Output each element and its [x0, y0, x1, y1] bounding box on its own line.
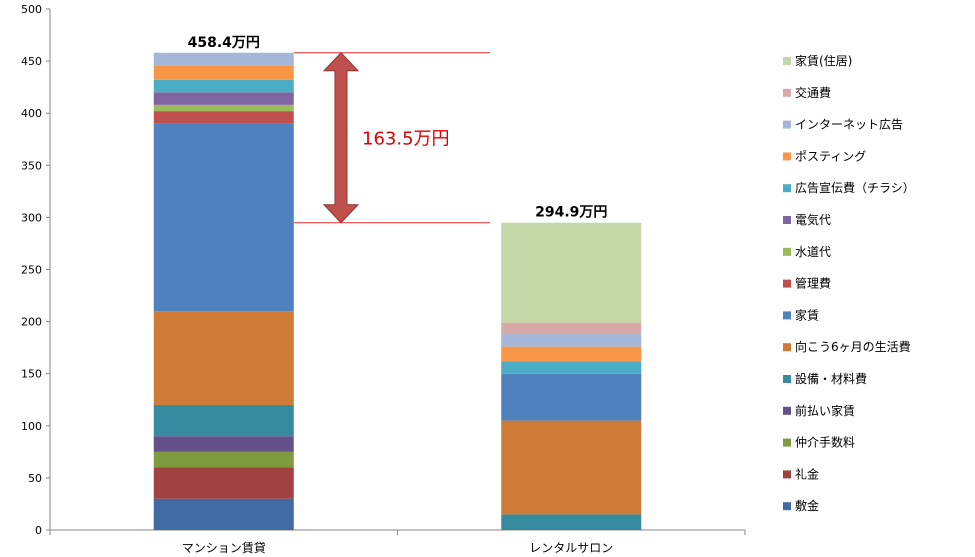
legend-label: 設備・材料費 — [795, 371, 867, 386]
bar-total-label: 294.9万円 — [535, 205, 607, 221]
bar-segment — [501, 222, 642, 323]
bar-segment — [153, 404, 294, 437]
bar-segment — [501, 322, 642, 335]
bars — [153, 52, 642, 530]
legend-swatch — [783, 502, 791, 511]
legend-label: 交通費 — [795, 85, 831, 100]
bar-segment — [501, 361, 642, 374]
legend-label: 電気代 — [795, 212, 831, 227]
bar-segment — [501, 373, 642, 421]
legend-swatch — [783, 470, 791, 479]
bar-segment — [501, 514, 642, 530]
legend-label: 前払い家賃 — [795, 403, 855, 418]
legend-swatch — [783, 438, 791, 447]
difference-arrow — [322, 52, 360, 224]
legend-swatch — [783, 375, 791, 383]
bar-segment — [153, 436, 294, 452]
legend-label: ポスティング — [795, 149, 866, 163]
legend-swatch — [783, 247, 791, 256]
legend-swatch — [783, 57, 791, 65]
axes: 0 50 100 150 200 250 300 350 400 450 500 マンション賃貸 レンタ… — [21, 3, 746, 555]
y-tick-label: 400 — [21, 107, 42, 120]
legend-swatch — [783, 184, 791, 193]
legend-label: 礼金 — [795, 466, 819, 481]
bar-segment — [153, 65, 294, 80]
y-tick-label: 100 — [21, 420, 42, 433]
bar-segment — [153, 498, 294, 530]
legend-swatch — [783, 406, 791, 415]
legend-label: 水道代 — [795, 245, 831, 259]
bar-segment — [153, 311, 294, 405]
bar-segment — [153, 123, 294, 312]
legend-swatch — [783, 88, 791, 97]
bar-segment — [153, 92, 294, 105]
legend-label: 家賃 — [795, 307, 819, 322]
legend-swatch — [783, 216, 791, 224]
bar-segment — [153, 467, 294, 499]
y-tick-label: 0 — [35, 524, 42, 537]
bar-segment — [153, 111, 294, 124]
legend-swatch — [783, 279, 791, 288]
bar-segment — [153, 451, 294, 468]
y-tick-label: 250 — [21, 264, 42, 277]
legend-swatch — [783, 152, 791, 161]
legend-label: 管理費 — [795, 276, 831, 291]
legend-label: 向こう6ヶ月の生活費 — [795, 339, 911, 354]
bar-total-label: 458.4万円 — [188, 35, 260, 51]
legend-label: インターネット広告 — [795, 118, 903, 132]
x-category-label: レンタルサロン — [529, 541, 613, 555]
legend-label: 仲介手数料 — [795, 435, 855, 450]
legend-label: 広告宣伝費（チラシ） — [795, 180, 915, 195]
x-category-label: マンション賃貸 — [182, 540, 266, 555]
y-tick-label: 300 — [21, 211, 42, 224]
y-tick-label: 150 — [21, 368, 42, 381]
legend-label: 家賃(住居) — [795, 53, 852, 68]
bar-segment — [501, 334, 642, 347]
y-tick-label: 200 — [21, 316, 42, 329]
y-tick-label: 50 — [28, 472, 42, 485]
legend-swatch — [783, 120, 791, 129]
y-tick-label: 350 — [21, 159, 42, 172]
bar-segment — [153, 79, 294, 93]
difference-label: 163.5万円 — [362, 129, 450, 150]
y-tick-label: 450 — [21, 55, 42, 68]
legend-swatch — [783, 311, 791, 320]
annotations: 458.4万円 294.9万円 163.5万円 — [188, 35, 607, 224]
legend-swatch — [783, 343, 791, 352]
bar-segment — [501, 420, 642, 515]
bar-segment — [501, 346, 642, 362]
legend-label: 敷金 — [795, 498, 819, 513]
y-tick-label: 500 — [21, 3, 42, 16]
bar-segment — [153, 52, 294, 66]
bar-segment — [153, 104, 294, 112]
